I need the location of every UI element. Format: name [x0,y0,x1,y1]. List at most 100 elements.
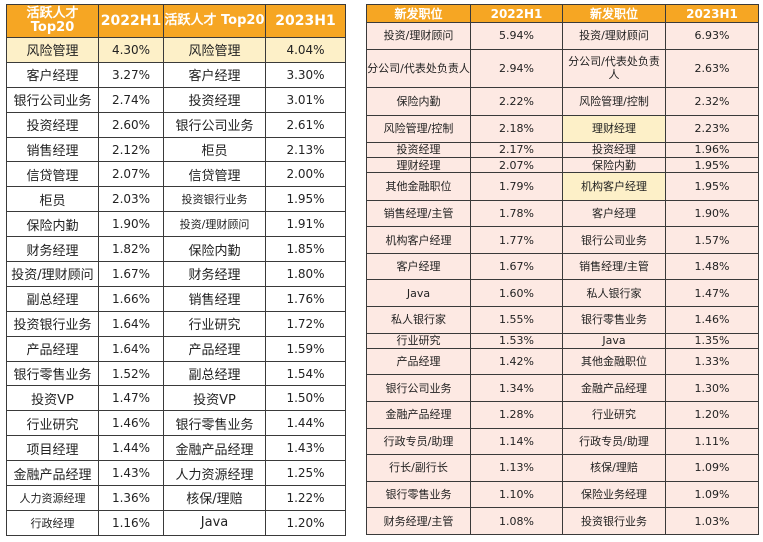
role-name-2023: 保险内勤 [163,236,266,263]
table-row: 金融产品经理 1.28% 行业研究 1.20% [366,401,759,429]
share-2023: 2.63% [665,48,759,89]
role-name-2023: 行业研究 [562,401,666,429]
role-name-2022: 金融产品经理 [366,401,471,429]
share-2022: 1.53% [470,332,563,349]
role-name-2022: 投资VP [6,385,99,412]
role-name-2023: 柜员 [163,136,266,163]
role-name-2022: 风险管理 [6,37,99,63]
share-2023: 1.57% [665,226,759,254]
share-2023: 2.61% [265,111,346,138]
new-positions-table: 新发职位 2022H1 新发职位 2023H1 投资/理财顾问 5.94% 投资/理… [366,4,759,535]
role-name-2023: 私人银行家 [562,279,666,308]
role-name-2023: 人力资源经理 [163,460,266,487]
share-2022: 1.64% [98,310,164,337]
role-name-2022: 保险内勤 [366,87,471,116]
table-row: 行政专员/助理 1.14% 行政专员/助理 1.11% [366,427,759,456]
table-row: 投资经理 2.60% 银行公司业务 2.61% [6,111,346,138]
header-year-2022: 2022H1 [98,4,164,38]
table-row: 柜员 2.03% 投资银行业务 1.95% [6,186,346,213]
table-row: 银行公司业务 2.74% 投资经理 3.01% [6,86,346,113]
share-2022: 2.03% [98,186,164,213]
share-2022: 1.43% [98,460,164,487]
share-2023: 3.01% [265,86,346,113]
table-row: 副总经理 1.66% 销售经理 1.76% [6,285,346,312]
role-name-2023: 银行公司业务 [562,226,666,254]
role-name-2023: 行政专员/助理 [562,427,666,456]
share-2022: 1.13% [470,454,563,482]
share-2023: 1.90% [665,199,759,228]
role-name-2023: 机构客户经理 [562,172,666,201]
table-row: 投资/理财顾问 5.94% 投资/理财顾问 6.93% [366,22,759,50]
role-name-2023: 销售经理/主管 [562,252,666,281]
share-2023: 1.03% [665,507,759,535]
table-row: 投资/理财顾问 1.67% 财务经理 1.80% [6,261,346,287]
role-name-2023: 信贷管理 [163,161,266,188]
share-2023: 4.04% [265,37,346,63]
header-year-2023: 2023H1 [665,4,759,23]
share-2023: 1.85% [265,236,346,263]
share-2023: 1.50% [265,385,346,412]
table-row: 分公司/代表处负责人 2.94% 分公司/代表处负责人 2.63% [366,48,759,89]
share-2023: 1.54% [265,360,346,387]
share-2023: 1.59% [265,335,346,362]
table-row: 保险内勤 1.90% 投资/理财顾问 1.91% [6,211,346,238]
role-name-2023: 保险内勤 [562,156,666,174]
share-2022: 1.77% [470,226,563,254]
role-name-2022: 银行公司业务 [366,374,471,403]
role-name-2023: 银行零售业务 [163,410,266,437]
header-label-2023: 新发职位 [562,4,666,23]
share-2022: 2.18% [470,114,563,143]
role-name-2022: 行政专员/助理 [366,427,471,456]
role-name-2023: Java [562,332,666,349]
share-2022: 3.27% [98,61,164,88]
role-name-2022: 行政经理 [6,509,99,536]
share-2022: 1.36% [98,485,164,511]
role-name-2022: 投资/理财顾问 [6,261,99,287]
share-2022: 1.66% [98,285,164,312]
role-name-2022: 人力资源经理 [6,485,99,511]
share-2023: 1.43% [265,435,346,462]
table-row: 行业研究 1.53% Java 1.35% [366,332,759,349]
role-name-2023: 风险管理 [163,37,266,63]
share-2023: 3.30% [265,61,346,88]
active-talent-table: 活跃人才 Top20 2022H1 活跃人才 Top20 2023H1 风险管理… [6,4,346,536]
role-name-2023: 核保/理赔 [163,485,266,511]
share-2022: 2.07% [470,156,563,174]
role-name-2023: Java [163,509,266,536]
share-2022: 2.12% [98,136,164,163]
role-name-2022: 银行公司业务 [6,86,99,113]
share-2022: 1.67% [470,252,563,281]
role-name-2022: 机构客户经理 [366,226,471,254]
header-label-2023: 活跃人才 Top20 [163,4,266,38]
share-2023: 1.96% [665,141,759,158]
share-2022: 1.47% [98,385,164,412]
share-2023: 1.48% [665,252,759,281]
table-row: 财务经理/主管 1.08% 投资银行业务 1.03% [366,507,759,535]
role-name-2022: 财务经理/主管 [366,507,471,535]
table-row: 金融产品经理 1.43% 人力资源经理 1.25% [6,460,346,487]
role-name-2023: 产品经理 [163,335,266,362]
role-name-2023: 风险管理/控制 [562,87,666,116]
share-2023: 2.32% [665,87,759,116]
table-row: 行长/副行长 1.13% 核保/理赔 1.09% [366,454,759,482]
role-name-2023: 核保/理赔 [562,454,666,482]
table-row: 行政经理 1.16% Java 1.20% [6,509,346,536]
share-2023: 1.33% [665,347,759,376]
share-2023: 1.09% [665,480,759,509]
role-name-2022: 行业研究 [6,410,99,437]
role-name-2022: 其他金融职位 [366,172,471,201]
share-2023: 1.09% [665,454,759,482]
share-2023: 2.13% [265,136,346,163]
share-2022: 1.64% [98,335,164,362]
header-row: 新发职位 2022H1 新发职位 2023H1 [366,4,759,23]
role-name-2022: Java [366,279,471,308]
share-2023: 1.35% [665,332,759,349]
table-row: 产品经理 1.64% 产品经理 1.59% [6,335,346,362]
role-name-2022: 分公司/代表处负责人 [366,48,471,89]
table-row: 人力资源经理 1.36% 核保/理赔 1.22% [6,485,346,511]
role-name-2022: 金融产品经理 [6,460,99,487]
table-row: 投资经理 2.17% 投资经理 1.96% [366,141,759,158]
role-name-2023: 理财经理 [562,114,666,143]
role-name-2022: 投资银行业务 [6,310,99,337]
share-2022: 1.79% [470,172,563,201]
